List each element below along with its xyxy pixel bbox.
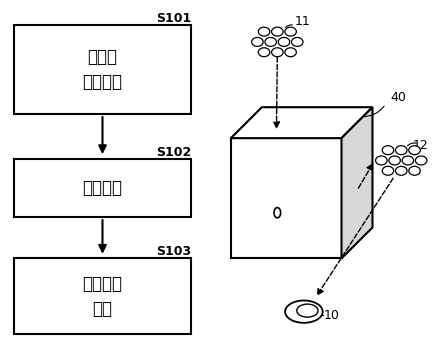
Circle shape xyxy=(396,166,407,175)
Circle shape xyxy=(376,156,387,165)
Text: 40: 40 xyxy=(390,91,406,104)
Circle shape xyxy=(265,38,277,46)
Text: 杀菌工序: 杀菌工序 xyxy=(83,179,123,197)
Circle shape xyxy=(409,146,420,155)
Circle shape xyxy=(285,27,296,36)
Circle shape xyxy=(389,156,400,165)
Circle shape xyxy=(409,166,420,175)
Text: 片剂成形
工序: 片剂成形 工序 xyxy=(83,275,123,318)
Circle shape xyxy=(416,156,427,165)
Circle shape xyxy=(285,48,296,57)
Polygon shape xyxy=(341,107,373,258)
Circle shape xyxy=(258,48,270,57)
Circle shape xyxy=(258,27,270,36)
Bar xyxy=(14,258,191,334)
Circle shape xyxy=(396,146,407,155)
Ellipse shape xyxy=(285,300,323,323)
Circle shape xyxy=(272,48,283,57)
Text: 12: 12 xyxy=(412,139,428,152)
Circle shape xyxy=(278,38,290,46)
Text: S102: S102 xyxy=(156,146,191,159)
Circle shape xyxy=(252,38,263,46)
Text: 活性炭
生成工序: 活性炭 生成工序 xyxy=(83,48,123,91)
Ellipse shape xyxy=(297,304,318,317)
Bar xyxy=(14,159,191,217)
Polygon shape xyxy=(231,138,341,258)
Text: 11: 11 xyxy=(295,15,311,28)
Ellipse shape xyxy=(274,208,281,218)
Circle shape xyxy=(272,27,283,36)
Circle shape xyxy=(382,146,394,155)
Text: S101: S101 xyxy=(156,12,191,25)
Circle shape xyxy=(382,166,394,175)
Circle shape xyxy=(402,156,414,165)
Circle shape xyxy=(292,38,303,46)
Polygon shape xyxy=(231,107,373,138)
Text: S103: S103 xyxy=(156,245,191,258)
Text: 10: 10 xyxy=(324,308,340,322)
Bar xyxy=(14,25,191,114)
